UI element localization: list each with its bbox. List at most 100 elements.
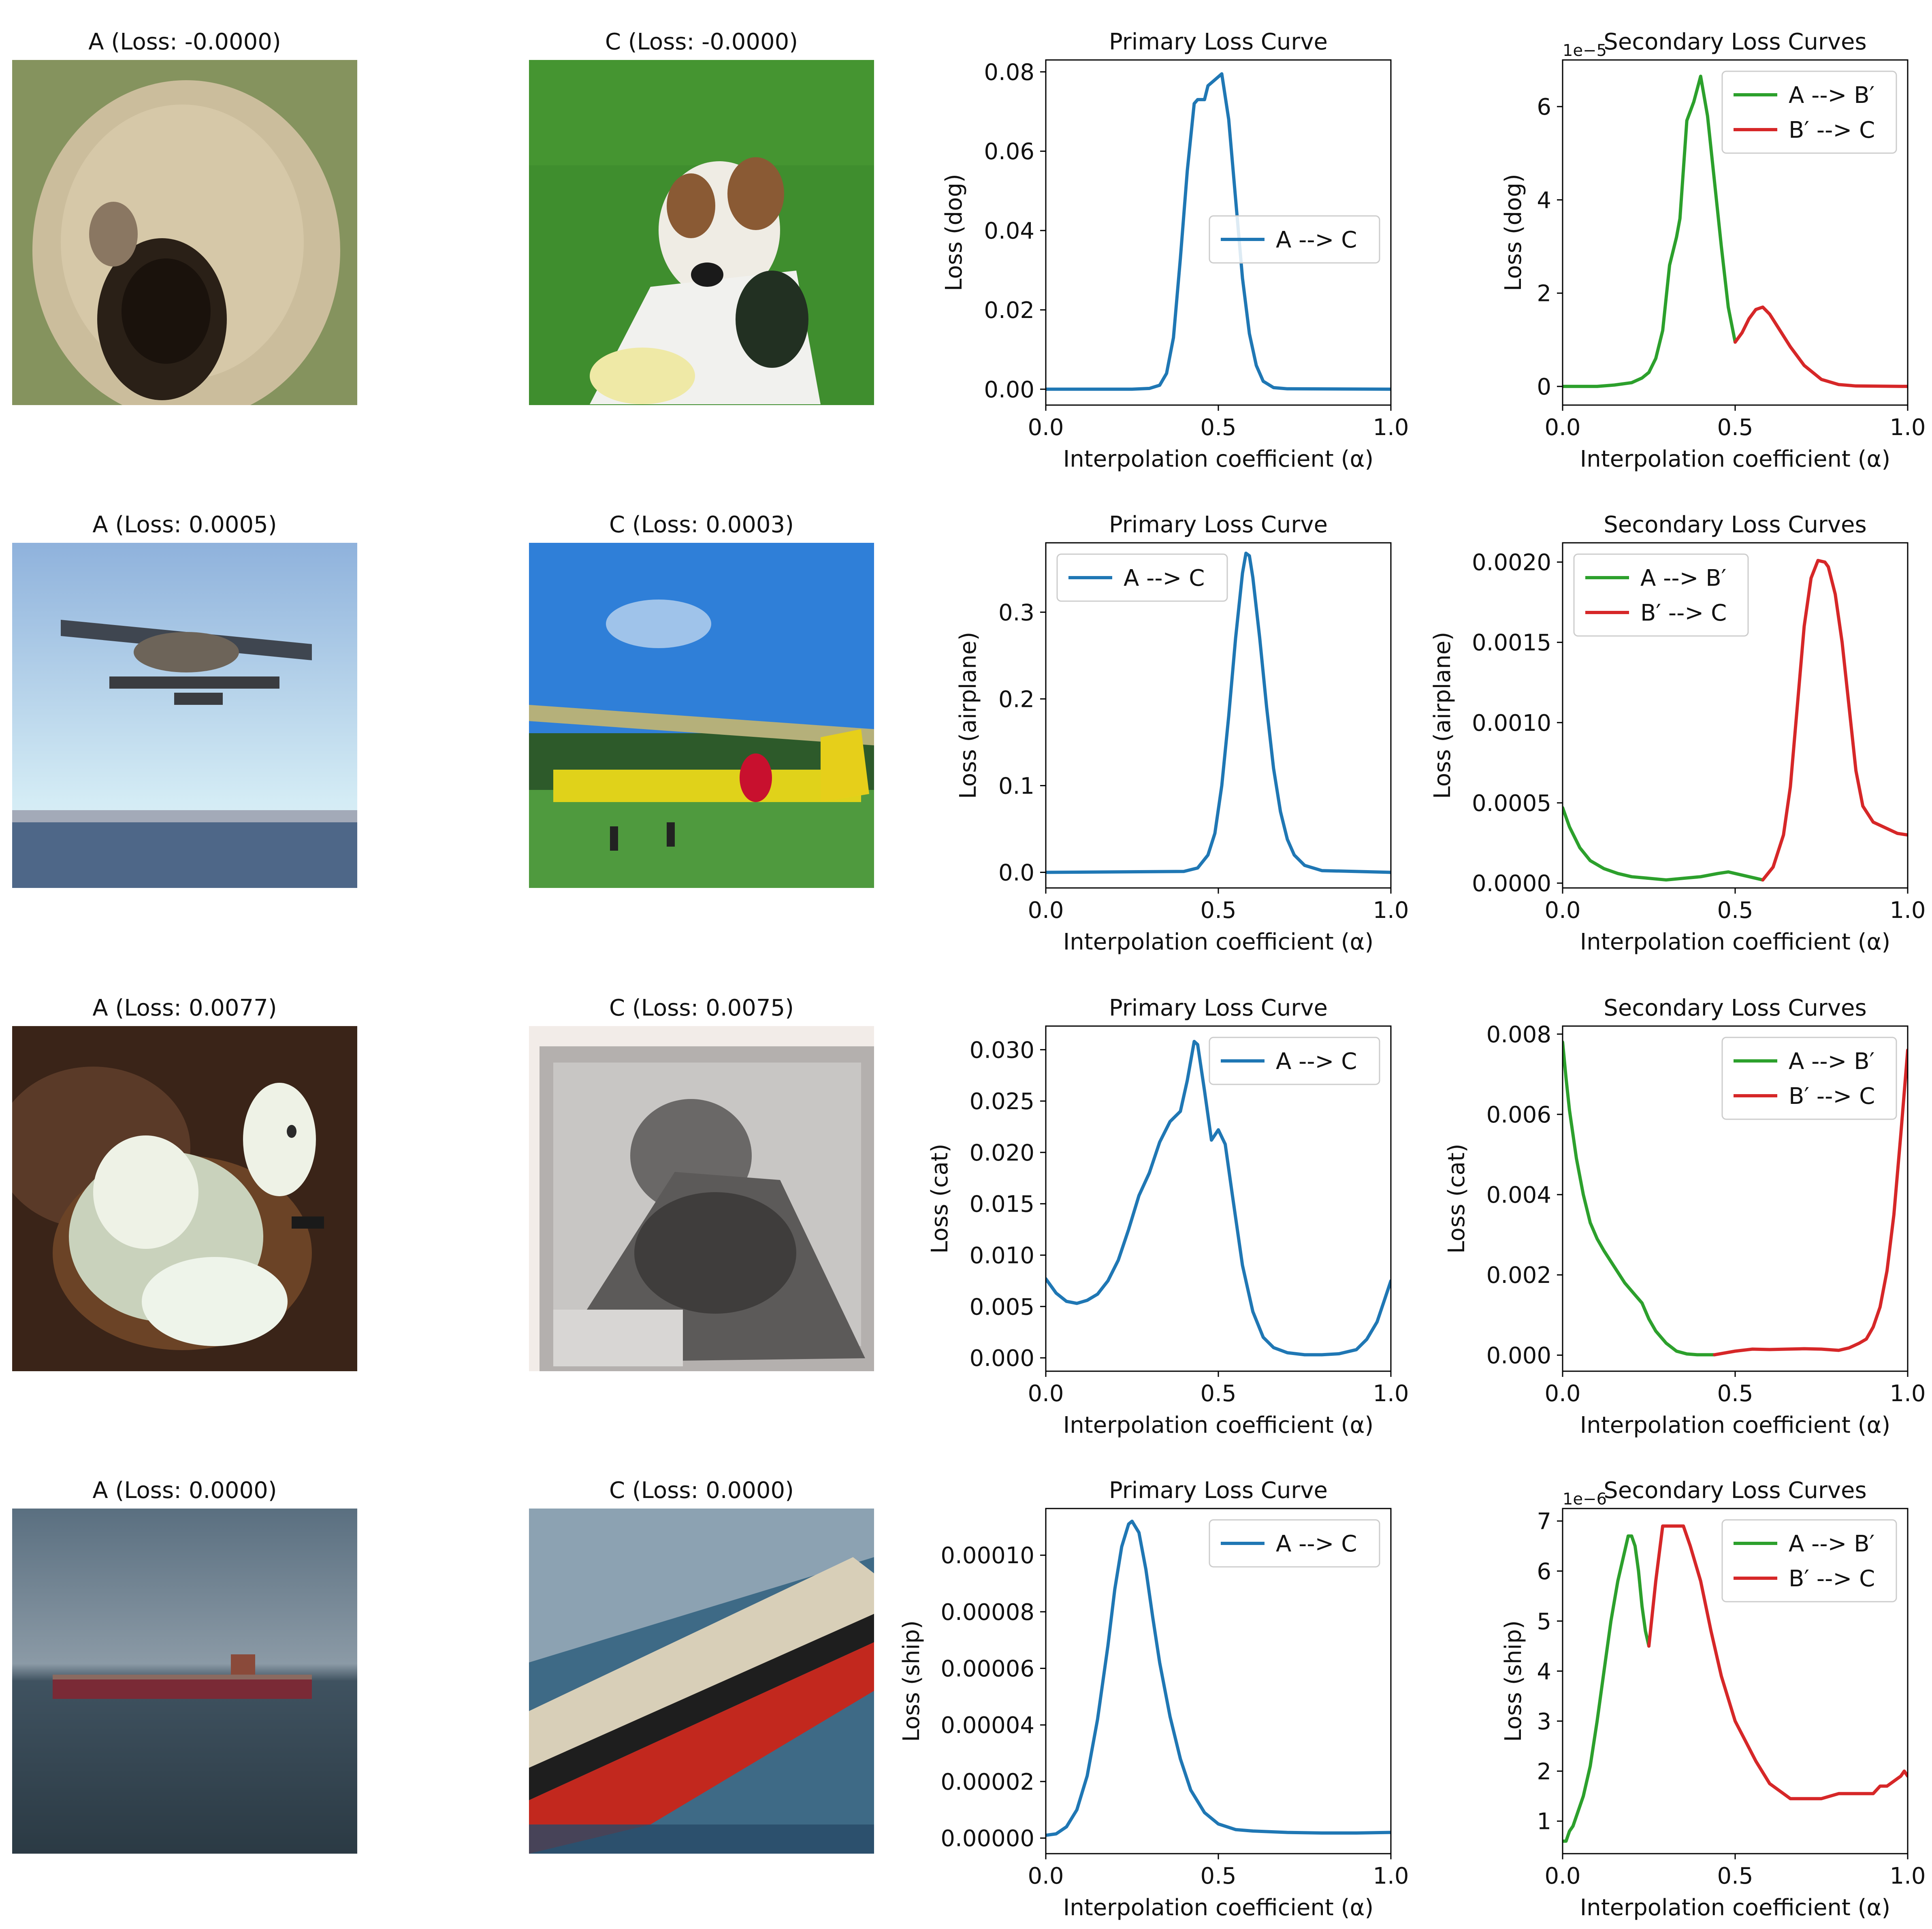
chart-title: Secondary Loss Curves bbox=[1604, 1477, 1866, 1504]
y-tick-label: 0.02 bbox=[984, 297, 1034, 324]
x-tick-label: 1.0 bbox=[1889, 414, 1926, 441]
legend-box bbox=[1209, 1519, 1380, 1568]
series-line-bc bbox=[1761, 559, 1908, 882]
y-tick-label: 0.008 bbox=[1486, 1022, 1551, 1048]
y-tick-label: 0.08 bbox=[984, 59, 1034, 85]
x-axis-label: Interpolation coefficient (α) bbox=[1580, 1895, 1891, 1921]
legend-box bbox=[1209, 215, 1380, 264]
x-tick-label: 1.0 bbox=[1889, 1381, 1926, 1407]
y-tick-label: 0.00006 bbox=[940, 1656, 1034, 1682]
x-tick-label: 0.0 bbox=[1544, 1381, 1580, 1407]
series-line-ac bbox=[1046, 72, 1391, 391]
legend-label: A --> B′ bbox=[1789, 1531, 1874, 1557]
chart-primary-row-2: Primary Loss Curve 0.0 0.5 1.0 0.0 0.1 0.2 0.3 I… bbox=[955, 512, 1409, 955]
x-tick-label: 0.0 bbox=[1544, 897, 1580, 924]
legend: A --> B′ B′ --> C bbox=[1721, 1519, 1897, 1603]
chart-title: Primary Loss Curve bbox=[1109, 995, 1328, 1021]
y-tick-label: 5 bbox=[1537, 1609, 1551, 1635]
y-axis-label: Loss (dog) bbox=[941, 174, 967, 291]
y-axis-label: Loss (ship) bbox=[898, 1620, 925, 1742]
series-line-bc bbox=[1734, 305, 1908, 388]
x-tick-label: 1.0 bbox=[1373, 1863, 1409, 1889]
image-title-a: A (Loss: -0.0000) bbox=[88, 29, 281, 55]
y-tick-label: 0.1 bbox=[998, 773, 1034, 799]
image-c-cat bbox=[529, 1026, 874, 1371]
series-line-ab bbox=[1563, 806, 1765, 882]
image-title-a: A (Loss: 0.0000) bbox=[92, 1477, 277, 1504]
y-tick-label: 0.00008 bbox=[940, 1599, 1034, 1626]
y-axis-label: Loss (ship) bbox=[1500, 1620, 1527, 1742]
image-c-ship bbox=[529, 1509, 874, 1854]
legend: A --> B′ B′ --> C bbox=[1573, 553, 1749, 637]
legend: A --> C bbox=[1209, 1519, 1380, 1568]
image-title-a: A (Loss: 0.0005) bbox=[92, 512, 277, 538]
x-tick-label: 0.0 bbox=[1028, 1381, 1064, 1407]
legend-box bbox=[1721, 70, 1897, 154]
legend-box bbox=[1721, 1037, 1897, 1120]
chart-title: Secondary Loss Curves bbox=[1604, 512, 1866, 538]
series-line-ac bbox=[1046, 1040, 1391, 1357]
series-line-bc bbox=[1712, 1048, 1908, 1357]
legend-label: A --> C bbox=[1276, 1531, 1357, 1557]
legend-box bbox=[1209, 1037, 1380, 1085]
y-tick-label: 3 bbox=[1537, 1709, 1551, 1735]
image-title-c: C (Loss: 0.0003) bbox=[609, 512, 794, 538]
chart-title: Primary Loss Curve bbox=[1109, 512, 1328, 538]
y-tick-label: 6 bbox=[1537, 94, 1551, 120]
legend: A --> B′ B′ --> C bbox=[1721, 70, 1897, 154]
legend: A --> C bbox=[1209, 215, 1380, 264]
y-axis-label: Loss (cat) bbox=[1444, 1144, 1470, 1253]
y-tick-label: 7 bbox=[1537, 1509, 1551, 1535]
legend-label: A --> C bbox=[1124, 565, 1205, 591]
y-tick-label: 0.0010 bbox=[1472, 710, 1551, 736]
legend: A --> C bbox=[1056, 553, 1228, 602]
series-line-ab bbox=[1563, 1534, 1651, 1843]
x-axis-label: Interpolation coefficient (α) bbox=[1580, 1412, 1891, 1438]
x-tick-label: 0.0 bbox=[1028, 1863, 1064, 1889]
image-title-c: C (Loss: -0.0000) bbox=[605, 29, 798, 55]
y-tick-label: 0.005 bbox=[970, 1294, 1034, 1320]
y-tick-label: 0.0015 bbox=[1472, 630, 1551, 656]
chart-title: Primary Loss Curve bbox=[1109, 1477, 1328, 1504]
x-tick-label: 0.5 bbox=[1717, 897, 1753, 924]
chart-primary-row-4: Primary Loss Curve 0.0 0.5 1.0 0.00000 0.0000… bbox=[898, 1477, 1409, 1921]
image-title-c: C (Loss: 0.0000) bbox=[609, 1477, 794, 1504]
y-tick-label: 0.002 bbox=[1486, 1262, 1551, 1289]
series-line-ab bbox=[1563, 1040, 1716, 1357]
y-axis-label: Loss (cat) bbox=[927, 1144, 953, 1253]
y-tick-label: 0.025 bbox=[970, 1088, 1034, 1115]
x-axis-label: Interpolation coefficient (α) bbox=[1580, 929, 1891, 955]
y-tick-label: 0 bbox=[1537, 374, 1551, 400]
x-tick-label: 0.0 bbox=[1028, 897, 1064, 924]
y-tick-label: 0.00004 bbox=[940, 1712, 1034, 1739]
image-a-airplane bbox=[12, 543, 357, 888]
series-line-ab bbox=[1563, 75, 1737, 388]
x-axis-label: Interpolation coefficient (α) bbox=[1580, 446, 1891, 472]
legend-label: A --> C bbox=[1276, 1048, 1357, 1075]
x-tick-label: 0.0 bbox=[1028, 414, 1064, 441]
x-tick-label: 0.5 bbox=[1200, 1863, 1236, 1889]
y-tick-label: 0.004 bbox=[1486, 1182, 1551, 1208]
x-tick-label: 0.5 bbox=[1200, 414, 1236, 441]
y-tick-label: 0.04 bbox=[984, 218, 1034, 244]
y-tick-label: 2 bbox=[1537, 1758, 1551, 1785]
y-tick-label: 0.00000 bbox=[940, 1826, 1034, 1852]
chart-secondary-row-2: Secondary Loss Curves 0.0 0.5 1.0 0.0000 0.00… bbox=[1429, 512, 1926, 955]
y-axis-label: Loss (dog) bbox=[1500, 174, 1527, 291]
series-line-ac bbox=[1046, 551, 1391, 874]
axis-offset-text: 1e−5 bbox=[1563, 41, 1607, 60]
x-tick-label: 0.0 bbox=[1544, 1863, 1580, 1889]
axes-frame bbox=[1045, 1508, 1392, 1854]
y-tick-label: 0.00002 bbox=[940, 1769, 1034, 1795]
y-tick-label: 0.000 bbox=[1486, 1342, 1551, 1369]
image-a-ship bbox=[12, 1509, 357, 1854]
y-tick-label: 2 bbox=[1537, 281, 1551, 307]
x-tick-label: 1.0 bbox=[1373, 414, 1409, 441]
chart-primary-row-3: Primary Loss Curve 0.0 0.5 1.0 0.000 0.005 0.0… bbox=[927, 995, 1409, 1438]
y-tick-label: 0.00010 bbox=[940, 1543, 1034, 1569]
x-tick-label: 0.5 bbox=[1717, 414, 1753, 441]
image-c-dog bbox=[529, 60, 874, 405]
series-line-bc bbox=[1647, 1524, 1908, 1801]
